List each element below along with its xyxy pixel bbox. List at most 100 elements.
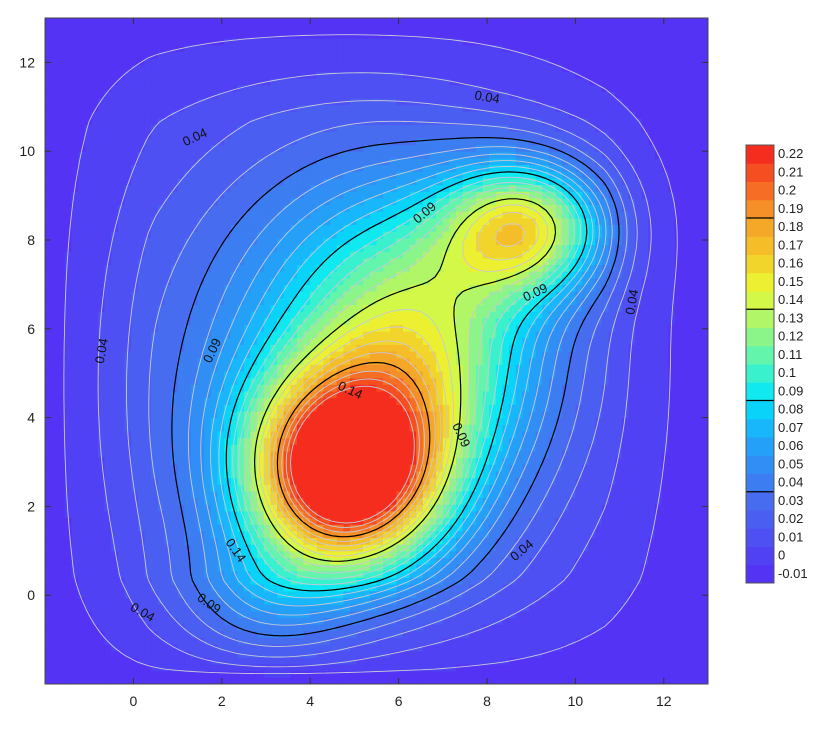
field-cell: [151, 377, 159, 385]
field-cell: [78, 264, 86, 272]
field-cell: [204, 151, 212, 159]
field-cell: [349, 184, 358, 192]
field-cell: [217, 324, 225, 332]
field-cell: [137, 324, 146, 332]
field-cell: [117, 537, 126, 545]
field-cell: [323, 384, 331, 392]
field-cell: [277, 384, 285, 392]
field-cell: [270, 31, 278, 39]
field-cell: [349, 131, 358, 139]
field-cell: [323, 157, 331, 166]
field-cell: [131, 457, 139, 465]
field-cell: [78, 344, 86, 352]
field-cell: [144, 637, 152, 645]
field-cell: [117, 377, 126, 385]
field-cell: [217, 57, 225, 66]
field-cell: [243, 457, 252, 465]
field-cell: [104, 524, 112, 532]
field-cell: [369, 624, 378, 632]
field-cell: [78, 444, 86, 452]
field-cell: [296, 211, 305, 219]
field-cell: [91, 624, 99, 632]
field-cell: [230, 224, 238, 232]
field-cell: [296, 57, 305, 66]
field-cell: [98, 637, 106, 645]
field-cell: [224, 97, 232, 106]
field-cell: [343, 550, 351, 559]
field-cell: [323, 271, 331, 279]
field-cell: [197, 131, 205, 139]
field-cell: [243, 590, 252, 599]
field-cell: [224, 424, 232, 432]
field-cell: [58, 397, 66, 405]
field-cell: [296, 670, 305, 678]
field-cell: [51, 237, 59, 246]
field-cell: [310, 584, 318, 592]
field-cell: [230, 597, 238, 605]
field-cell: [296, 430, 305, 439]
field-cell: [64, 97, 73, 106]
field-cell: [243, 231, 252, 239]
field-cell: [330, 24, 338, 32]
field-cell: [349, 304, 358, 312]
field-cell: [303, 437, 311, 445]
field-cell: [323, 91, 331, 99]
field-cell: [45, 224, 53, 232]
field-cell: [250, 157, 258, 166]
field-cell: [343, 464, 351, 472]
field-cell: [124, 271, 132, 279]
field-cell: [290, 624, 298, 632]
field-cell: [184, 64, 192, 72]
field-cell: [144, 31, 152, 39]
field-cell: [151, 570, 159, 579]
field-cell: [363, 390, 371, 399]
field-cell: [349, 437, 358, 445]
field-cell: [184, 664, 192, 672]
field-cell: [190, 177, 199, 186]
field-cell: [170, 244, 179, 252]
field-cell: [363, 244, 371, 252]
field-cell: [197, 504, 205, 512]
field-cell: [144, 484, 152, 492]
field-cell: [164, 464, 172, 472]
field-cell: [349, 650, 358, 658]
field-cell: [210, 18, 218, 26]
field-cell: [131, 484, 139, 492]
field-cell: [243, 450, 252, 459]
field-cell: [78, 584, 86, 592]
field-cell: [151, 637, 159, 645]
field-cell: [78, 450, 86, 459]
field-cell: [84, 157, 93, 166]
field-cell: [197, 570, 205, 579]
field-cell: [363, 430, 371, 439]
field-cell: [98, 470, 106, 479]
field-cell: [91, 617, 99, 625]
field-cell: [210, 484, 218, 492]
field-cell: [330, 597, 338, 605]
field-cell: [84, 537, 93, 545]
field-cell: [230, 397, 238, 405]
field-cell: [58, 437, 66, 445]
field-cell: [117, 31, 126, 39]
field-cell: [283, 251, 291, 259]
field-cell: [330, 37, 338, 46]
field-cell: [316, 177, 325, 186]
field-cell: [45, 271, 53, 279]
field-cell: [157, 257, 165, 266]
field-cell: [330, 304, 338, 312]
field-cell: [230, 57, 238, 66]
field-cell: [71, 157, 79, 166]
field-cell: [303, 331, 311, 339]
field-cell: [58, 211, 66, 219]
field-cell: [170, 44, 179, 52]
field-cell: [230, 530, 238, 539]
field-cell: [263, 317, 272, 325]
field-cell: [98, 597, 106, 605]
field-cell: [164, 144, 172, 152]
field-cell: [184, 597, 192, 605]
field-cell: [137, 424, 146, 432]
field-cell: [336, 650, 344, 658]
field-cell: [363, 664, 371, 672]
field-cell: [157, 510, 165, 519]
field-cell: [177, 337, 185, 345]
